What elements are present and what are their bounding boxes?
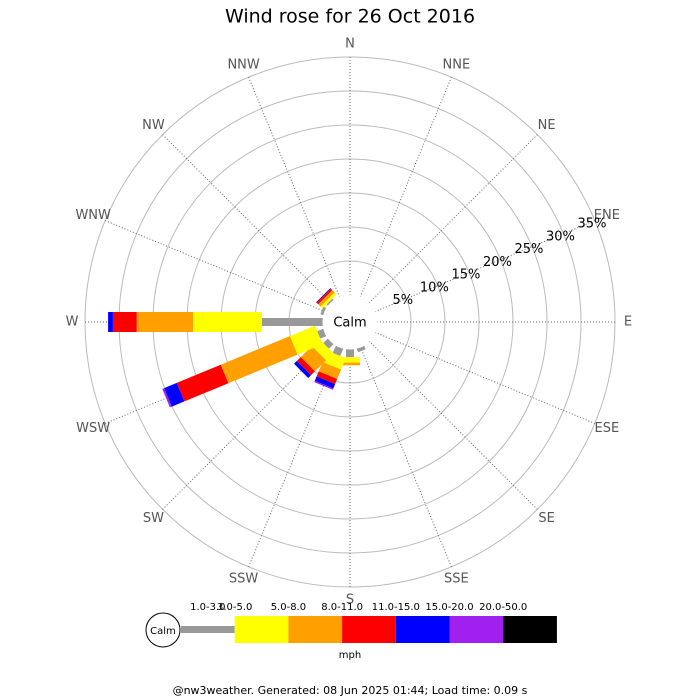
direction-label: SE <box>538 511 554 526</box>
bar-segment <box>318 362 342 379</box>
direction-label: NE <box>538 118 556 133</box>
bar-segment <box>323 338 334 349</box>
r-tick-label: 30% <box>546 229 575 244</box>
legend-swatch <box>181 626 235 633</box>
legend-calm <box>145 612 181 648</box>
bar-segment <box>112 312 137 332</box>
calm-circle <box>322 294 378 350</box>
bar-segment <box>261 318 323 326</box>
bar-segment <box>220 336 298 384</box>
legend-label: 15.0-20.0 <box>425 602 473 613</box>
bar-segment <box>294 360 312 378</box>
legend-calm-label: Calm <box>150 626 176 637</box>
spoke <box>162 134 332 304</box>
r-tick-label: 10% <box>420 280 449 295</box>
footer: @nw3weather. Generated: 08 Jun 2025 01:4… <box>173 684 528 697</box>
bar-segment <box>108 312 113 332</box>
bar-segment <box>300 346 326 372</box>
bar-segment <box>316 288 331 303</box>
spoke <box>248 76 341 298</box>
legend-unit: mph <box>339 650 361 661</box>
spoke <box>374 331 596 424</box>
direction-label: NNW <box>227 58 259 73</box>
direction-label: ENE <box>594 208 620 223</box>
spoke <box>368 134 538 304</box>
bar-segment <box>326 298 334 306</box>
bar-segment <box>356 345 366 353</box>
legend-swatch <box>395 616 450 643</box>
legend-label: 5.0-8.0 <box>271 602 306 613</box>
calm-label: Calm <box>333 316 366 331</box>
r-tick-label: 5% <box>393 293 414 308</box>
r-tick-label: 25% <box>514 242 543 257</box>
legend-label: 20.0-50.0 <box>479 602 527 613</box>
bar-segment <box>316 371 338 385</box>
bar-segment <box>318 290 335 307</box>
bar-segment <box>193 312 262 332</box>
legend-label: 8.0-11.0 <box>321 602 363 613</box>
direction-label: N <box>345 37 355 52</box>
legend-swatch <box>503 616 557 643</box>
spoke <box>374 220 596 313</box>
bar-segment <box>314 376 336 389</box>
legend-swatch <box>449 616 504 643</box>
bar-segment <box>332 345 344 356</box>
direction-label: NW <box>142 118 165 133</box>
legend-swatch <box>288 616 343 643</box>
bar-segment <box>340 362 360 366</box>
r-tick-label: 35% <box>578 217 607 232</box>
direction-label: WNW <box>75 208 111 223</box>
bar-segment <box>176 364 229 402</box>
direction-label: ESE <box>594 421 619 436</box>
bar-segment <box>316 288 333 305</box>
bar-segment <box>162 388 172 408</box>
direction-label: SSE <box>444 571 469 586</box>
bar-segment <box>314 380 334 390</box>
direction-label: WSW <box>76 421 110 436</box>
bar-segment <box>296 357 315 376</box>
direction-label: E <box>624 315 632 330</box>
direction-label: SSW <box>229 571 259 586</box>
r-tick-label: 20% <box>483 255 512 270</box>
bar-segment <box>289 325 323 355</box>
direction-label: W <box>66 315 79 330</box>
bar-segment <box>164 382 185 407</box>
bar-segment <box>320 306 327 316</box>
bar-segment <box>346 349 354 358</box>
legend-swatch <box>342 616 396 643</box>
spoke <box>359 76 452 298</box>
direction-label: NNE <box>443 58 471 73</box>
spoke <box>359 346 452 568</box>
direction-label: S <box>346 593 354 608</box>
legend-swatch <box>234 616 289 643</box>
bar-segment <box>320 292 337 309</box>
direction-label: SW <box>143 511 164 526</box>
legend-label: 1.0-3.0 <box>190 602 225 613</box>
legend-label: 11.0-15.0 <box>372 602 420 613</box>
legend-label: 3.0-5.0 <box>217 602 252 613</box>
r-tick-label: 15% <box>451 268 480 283</box>
bar-segment <box>136 312 194 332</box>
spoke <box>368 340 538 510</box>
chart-title: Wind rose for 26 Oct 2016 <box>225 6 475 28</box>
spoke <box>104 220 326 313</box>
